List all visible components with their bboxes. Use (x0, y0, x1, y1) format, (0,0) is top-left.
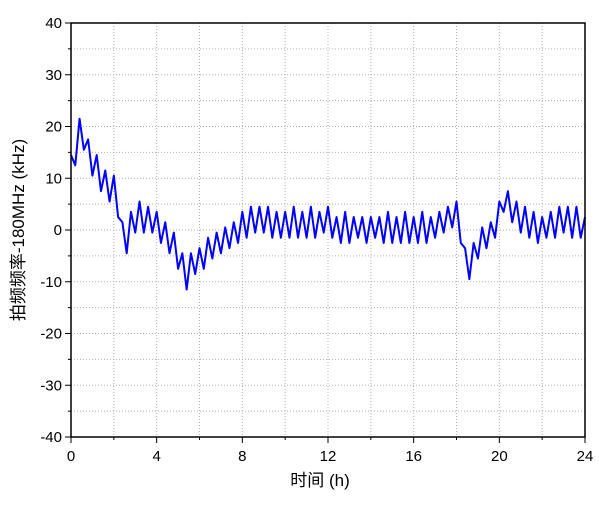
y-tick-label: 20 (45, 119, 62, 136)
x-tick-label: 0 (67, 448, 75, 465)
x-tick-label: 20 (491, 448, 508, 465)
x-tick-label: 16 (405, 448, 422, 465)
x-tick-label: 24 (577, 448, 594, 465)
y-tick-label: -40 (40, 429, 62, 446)
x-axis-label: 时间 (h) (290, 471, 350, 490)
x-tick-label: 4 (152, 448, 160, 465)
y-tick-label: -10 (40, 274, 62, 291)
y-axis-label: 拍频频率-180MHz (kHz) (9, 139, 28, 321)
plot-frame (70, 22, 586, 438)
y-tick-label: 0 (54, 222, 62, 239)
y-tick-label: 10 (45, 170, 62, 187)
y-tick-label: -30 (40, 377, 62, 394)
y-tick-label: 40 (45, 15, 62, 32)
x-tick-label: 12 (320, 448, 337, 465)
y-tick-label: 30 (45, 67, 62, 84)
y-tick-label: -20 (40, 326, 62, 343)
x-tick-label: 8 (238, 448, 246, 465)
data-line (70, 117, 586, 291)
